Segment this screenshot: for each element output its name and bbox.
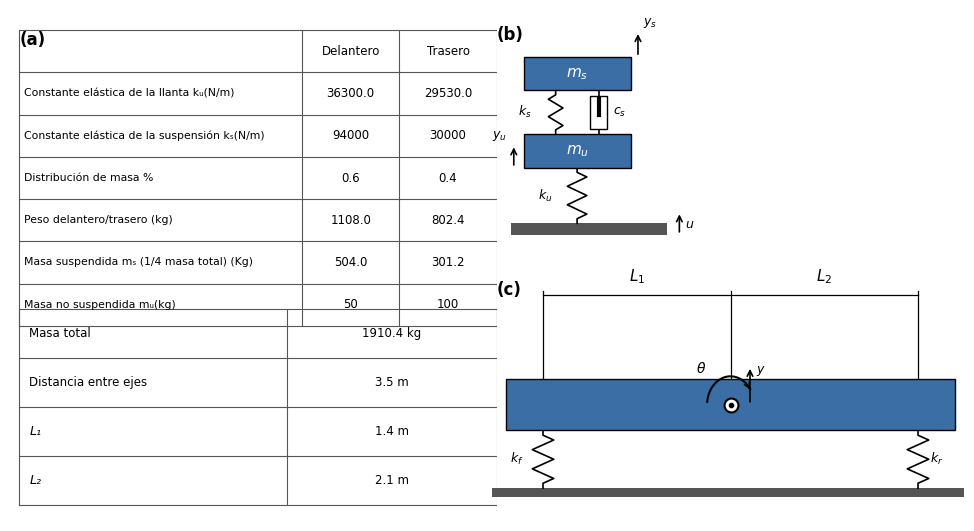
Text: $c_s$: $c_s$: [614, 106, 626, 119]
Text: $y_s$: $y_s$: [643, 16, 656, 30]
Text: 0.6: 0.6: [341, 172, 360, 184]
Text: Distribución de masa %: Distribución de masa %: [24, 173, 154, 183]
Text: 3.5 m: 3.5 m: [375, 376, 409, 389]
Bar: [511, 224, 667, 235]
Text: 802.4: 802.4: [431, 214, 465, 227]
Text: $L_1$: $L_1$: [628, 268, 645, 286]
Bar: [506, 379, 955, 431]
Text: 30000: 30000: [430, 129, 467, 142]
Text: $L_2$: $L_2$: [816, 268, 833, 286]
Text: L₁: L₁: [29, 425, 41, 438]
Text: 2.1 m: 2.1 m: [375, 474, 409, 487]
Text: $\theta$: $\theta$: [696, 361, 706, 376]
Text: 0.4: 0.4: [438, 172, 458, 184]
Text: (b): (b): [497, 26, 524, 44]
Text: 1910.4 kg: 1910.4 kg: [362, 327, 422, 340]
Bar: [589, 96, 608, 129]
Text: Masa total: Masa total: [29, 327, 91, 340]
Bar: [524, 134, 631, 168]
Text: Distancia entre ejes: Distancia entre ejes: [29, 376, 147, 389]
Text: Constante elástica de la suspensión kₛ(N/m): Constante elástica de la suspensión kₛ(N…: [24, 131, 265, 141]
Text: Constante elástica de la llanta kᵤ(N/m): Constante elástica de la llanta kᵤ(N/m): [24, 89, 235, 99]
Text: $m_u$: $m_u$: [566, 143, 588, 159]
Bar: [492, 488, 964, 498]
Text: $y$: $y$: [756, 364, 766, 378]
Text: Masa no suspendida mᵤ(kg): Masa no suspendida mᵤ(kg): [24, 299, 176, 310]
Text: 100: 100: [437, 298, 459, 311]
Text: (a): (a): [19, 31, 46, 49]
Text: 504.0: 504.0: [334, 256, 367, 269]
Text: Trasero: Trasero: [427, 45, 469, 58]
Text: 29530.0: 29530.0: [424, 87, 472, 100]
Text: $m_s$: $m_s$: [566, 66, 588, 82]
Text: 1108.0: 1108.0: [330, 214, 371, 227]
Text: 94000: 94000: [332, 129, 369, 142]
Text: $k_u$: $k_u$: [539, 187, 553, 203]
Text: Masa suspendida mₛ (1/4 masa total) (Kg): Masa suspendida mₛ (1/4 masa total) (Kg): [24, 258, 253, 268]
Text: L₂: L₂: [29, 474, 41, 487]
Text: 36300.0: 36300.0: [326, 87, 375, 100]
Text: 301.2: 301.2: [431, 256, 465, 269]
Text: 50: 50: [343, 298, 358, 311]
Text: Peso delantero/trasero (kg): Peso delantero/trasero (kg): [24, 215, 173, 225]
Text: 1.4 m: 1.4 m: [375, 425, 409, 438]
Text: Delantero: Delantero: [321, 45, 380, 58]
Text: (c): (c): [497, 281, 522, 299]
Text: $k_r$: $k_r$: [930, 451, 944, 467]
Bar: [524, 57, 631, 90]
Text: $u$: $u$: [686, 218, 694, 230]
Text: $k_f$: $k_f$: [510, 451, 524, 467]
Text: $y_u$: $y_u$: [492, 129, 506, 143]
Text: $k_s$: $k_s$: [518, 104, 532, 121]
